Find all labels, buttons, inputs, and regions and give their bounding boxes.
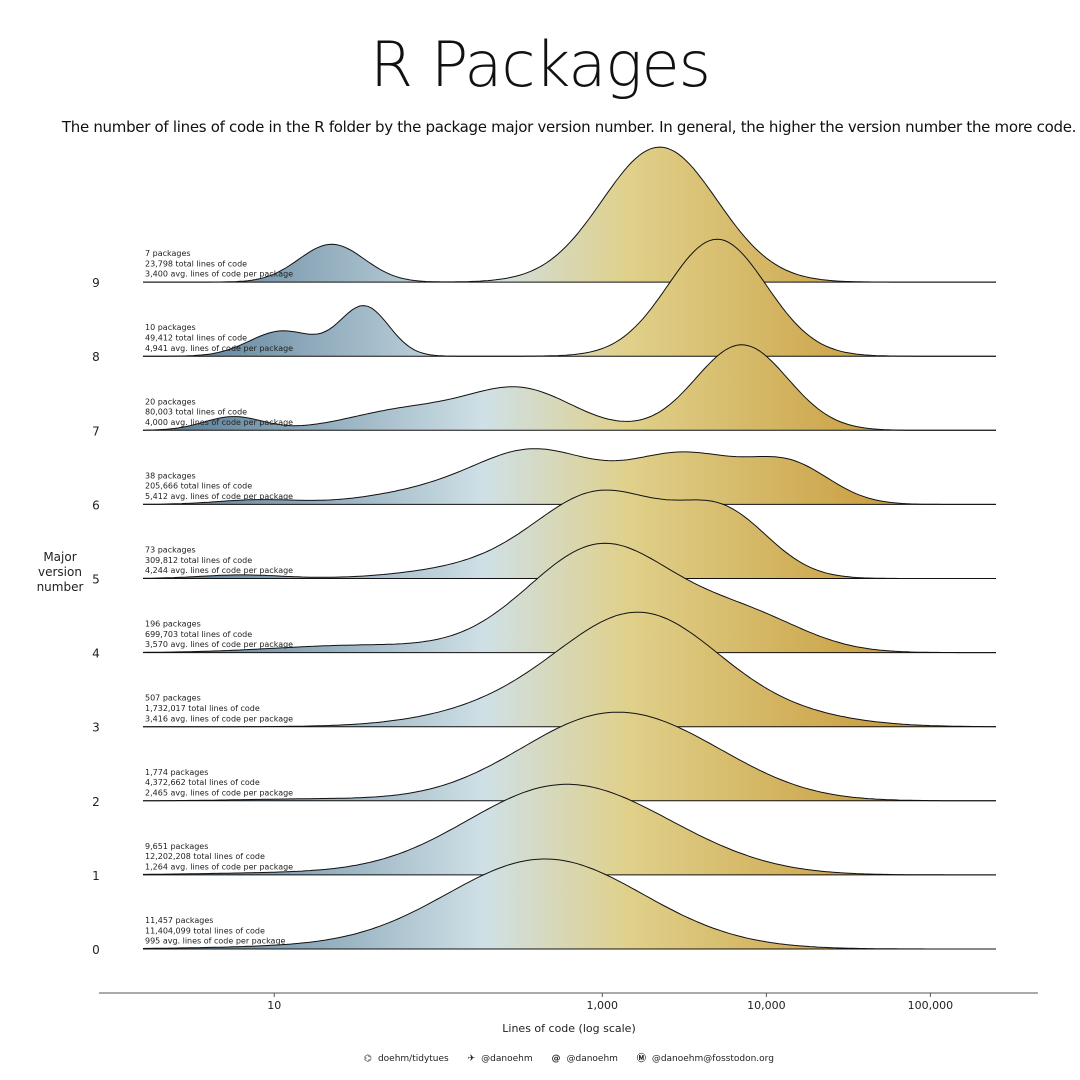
ridge-outline: [142, 542, 996, 654]
x-axis-title: Lines of code (log scale): [502, 1022, 636, 1035]
x-tick-label: 100,000: [908, 999, 954, 1012]
ridge-annotation-line: 3,416 avg. lines of code per package: [145, 714, 293, 723]
mastodon-handle[interactable]: Ⓜ @danoehm@fosstodon.org: [633, 1054, 778, 1064]
ridge-area: [143, 344, 996, 431]
ridge-annotation-line: 11,457 packages: [145, 916, 213, 925]
ridge-annotation-line: 995 avg. lines of code per package: [145, 937, 286, 946]
x-tick-label: 10: [267, 999, 281, 1012]
y-tick-label-2: 2: [92, 795, 100, 809]
y-tick-label-0: 0: [92, 943, 100, 957]
y-tick-label-1: 1: [92, 869, 100, 883]
ridge-area: [143, 490, 996, 579]
ridge-outline: [142, 344, 996, 431]
ridge-area: [143, 543, 996, 653]
caption: ⌬ doehm/tidytues ✈ @danoehm @ @danoehm Ⓜ @da…: [0, 1051, 1080, 1064]
ridge-outline: [143, 448, 996, 505]
twitter-text: @danoehm: [481, 1054, 533, 1064]
ridge-annotation-line: 12,202,208 total lines of code: [145, 852, 265, 861]
ridge-area: [143, 612, 996, 727]
ridge-annotation-line: 7 packages: [145, 249, 191, 258]
threads-handle[interactable]: @ @danoehm: [547, 1054, 621, 1064]
ridge-annotation-line: 11,404,099 total lines of code: [145, 926, 265, 935]
ridge-annotation-line: 10 packages: [145, 323, 196, 332]
ridge-annotation-line: 23,798 total lines of code: [145, 259, 247, 268]
x-axis: 10 1,000 10,000 100,000: [99, 992, 1038, 1012]
y-axis-title-line: version: [38, 565, 82, 579]
github-icon: ⌬: [364, 1054, 372, 1064]
y-tick-label-4: 4: [92, 647, 100, 661]
ridge-outline: [143, 711, 996, 802]
ridge-outline: [143, 238, 996, 357]
github-handle[interactable]: ⌬ doehm/tidytues: [360, 1054, 453, 1064]
ridge-annotation-line: 196 packages: [145, 620, 201, 629]
ridge-outline: [142, 858, 996, 950]
y-axis-title: Major version number: [30, 550, 90, 595]
y-tick-label-5: 5: [92, 573, 100, 587]
ridge-annotation-line: 73 packages: [145, 546, 196, 555]
ridge-annotation-line: 80,003 total lines of code: [145, 408, 247, 417]
ridge-annotation-line: 4,941 avg. lines of code per package: [145, 344, 293, 353]
ridge-annotation-line: 1,264 avg. lines of code per package: [145, 863, 293, 872]
chart-title: R Packages: [370, 28, 711, 101]
ridge-annotation-line: 309,812 total lines of code: [145, 556, 252, 565]
ridge-area: [143, 712, 996, 801]
ridge-annotation-line: 4,000 avg. lines of code per package: [145, 418, 293, 427]
ridge-area: [143, 859, 996, 949]
ridge-area: [143, 147, 996, 283]
ridge-annotation-line: 205,666 total lines of code: [145, 482, 252, 491]
ridge-annotation-line: 1,774 packages: [145, 768, 208, 777]
ridge-outline: [142, 489, 996, 579]
ridge-annotation-line: 38 packages: [145, 471, 196, 480]
ridge-version-8: 10 packages 49,412 total lines of code4,9…: [143, 238, 996, 357]
ridge-annotation-line: 4,244 avg. lines of code per package: [145, 566, 293, 575]
y-tick-label-3: 3: [92, 721, 100, 735]
x-tick-label: 1,000: [587, 999, 619, 1012]
ridge-annotation-line: 5,412 avg. lines of code per package: [145, 492, 293, 501]
y-tick-label-9: 9: [92, 276, 100, 290]
ridge-annotation-line: 4,372,662 total lines of code: [145, 778, 260, 787]
ridge-area: [143, 239, 996, 357]
ridge-annotation-line: 1,732,017 total lines of code: [145, 704, 260, 713]
ridge-outline: [143, 783, 996, 876]
threads-icon: @: [551, 1054, 561, 1064]
ridge-area: [143, 784, 996, 875]
twitter-handle[interactable]: ✈ @danoehm: [464, 1054, 537, 1064]
y-tick-labels: 9 8 7 6 5 4 3 2 1 0: [92, 276, 100, 957]
mastodon-text: @danoehm@fosstodon.org: [651, 1054, 774, 1064]
ridge-annotation-line: 699,703 total lines of code: [145, 630, 252, 639]
ridge-version-7: 20 packages 80,003 total lines of code4,0…: [142, 344, 996, 431]
y-axis-title-line: number: [36, 580, 84, 594]
github-text: doehm/tidytues: [377, 1054, 449, 1064]
y-tick-label-8: 8: [92, 350, 100, 364]
ridge-annotation-line: 3,570 avg. lines of code per package: [145, 640, 293, 649]
ridge-annotation-line: 49,412 total lines of code: [145, 334, 247, 343]
ridge-annotation-line: 507 packages: [145, 694, 201, 703]
threads-text: @danoehm: [566, 1054, 618, 1064]
y-axis-title-line: Major: [43, 550, 77, 564]
ridge-version-6: 38 packages 205,666 total lines of code5,…: [143, 448, 996, 505]
y-tick-label-7: 7: [92, 424, 100, 438]
chart-subtitle: The number of lines of code in the R fol…: [61, 118, 1077, 136]
ridge-annotation-line: 2,465 avg. lines of code per package: [145, 788, 293, 797]
ridge-annotation-line: 9,651 packages: [145, 842, 208, 851]
ridge-annotation-line: 20 packages: [145, 397, 196, 406]
ridge-annotation-line: 3,400 avg. lines of code per package: [145, 270, 293, 279]
mastodon-icon: Ⓜ: [636, 1054, 646, 1064]
twitter-icon: ✈: [467, 1054, 476, 1064]
y-tick-label-6: 6: [92, 498, 100, 512]
ridge-area: [143, 448, 996, 505]
x-tick-label: 10,000: [747, 999, 786, 1012]
